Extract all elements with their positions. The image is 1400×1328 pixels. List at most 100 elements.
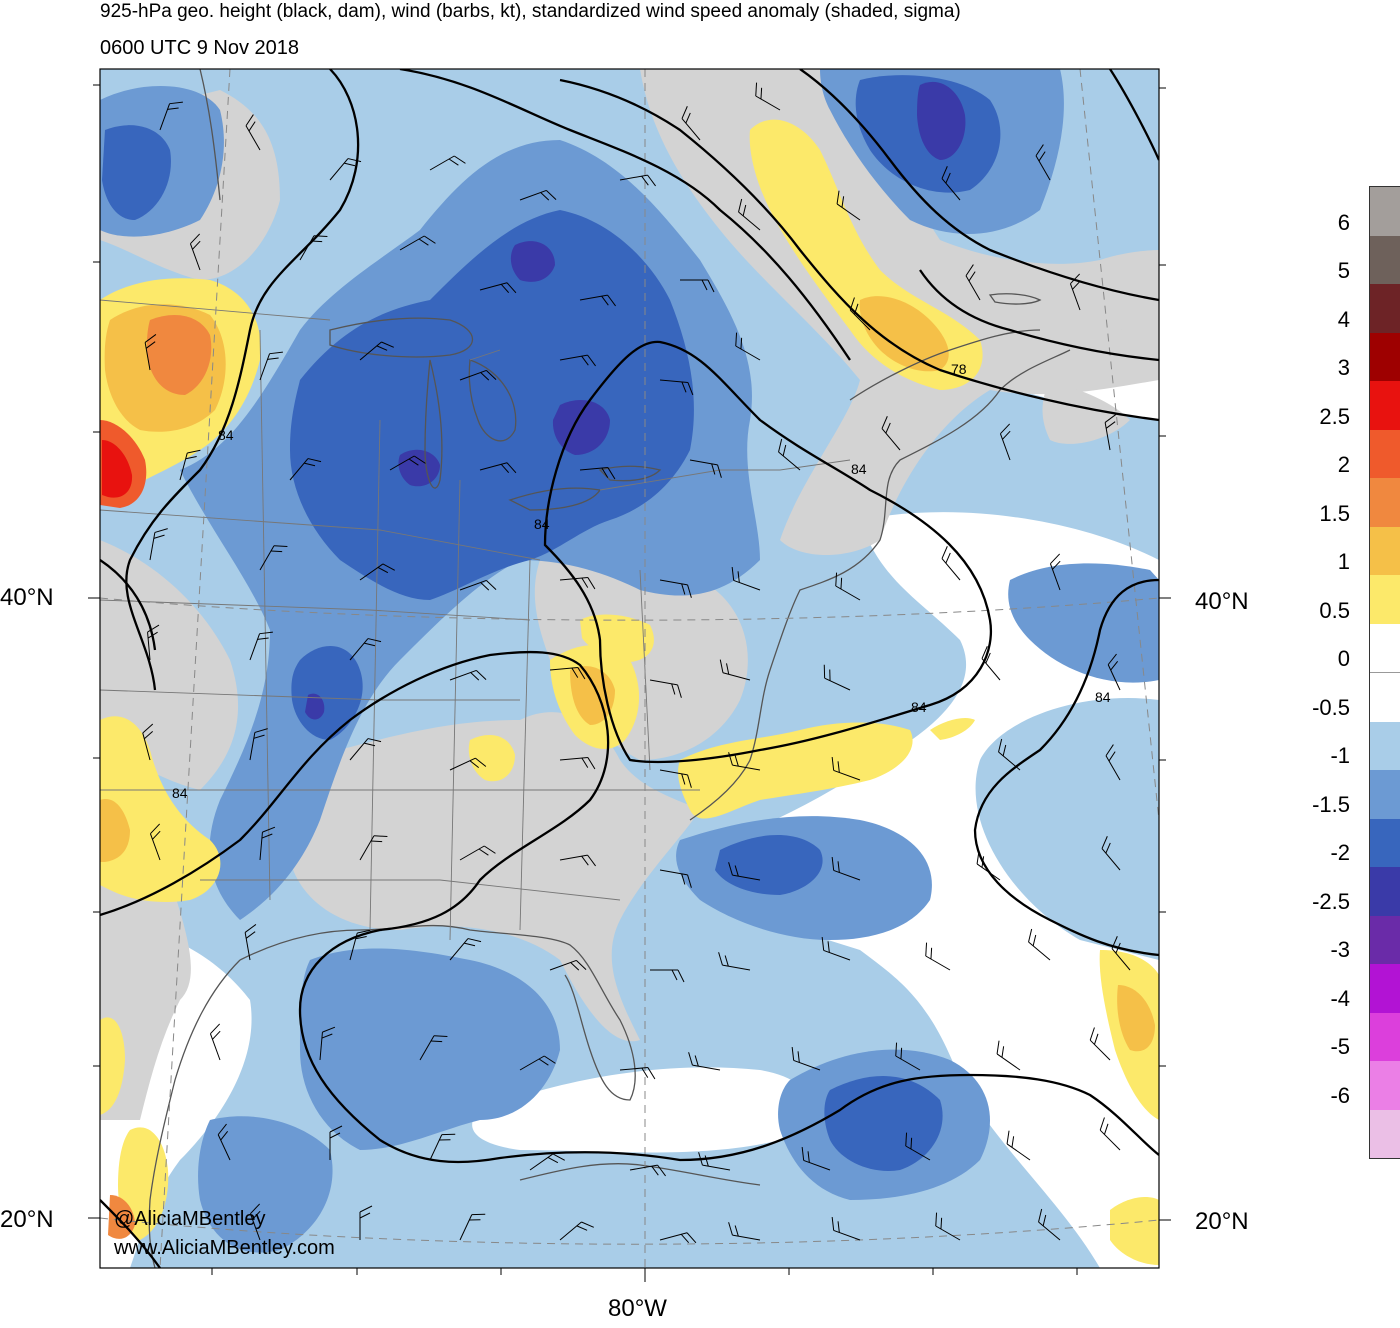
lat-label-40n-left: 40°N xyxy=(0,584,54,611)
colorbar-swatch xyxy=(1370,575,1400,624)
wind-barb xyxy=(519,1055,556,1071)
wind-barb xyxy=(519,189,557,201)
wind-barb xyxy=(549,959,587,971)
colorbar-label: -2.5 xyxy=(1312,888,1350,914)
contour-84-ridge xyxy=(399,69,851,361)
wind-barb xyxy=(1089,1027,1111,1061)
tick-marks xyxy=(88,84,1171,1282)
wind-barb xyxy=(629,1164,666,1177)
coastline-gulf xyxy=(239,924,636,1101)
colorbar-label: 3 xyxy=(1337,355,1350,380)
wind-barb xyxy=(1035,144,1051,181)
wind-barb xyxy=(549,667,586,680)
wind-barb xyxy=(689,459,722,478)
land-southeast xyxy=(284,712,700,1042)
contour-south xyxy=(100,1199,161,1268)
colorbar-label: -1 xyxy=(1330,743,1350,768)
border-north-south-1 xyxy=(259,329,271,901)
wind-barb xyxy=(659,1232,697,1244)
wind-barb xyxy=(429,155,466,171)
wind-barb xyxy=(976,850,1001,881)
wind-barb xyxy=(895,1042,921,1071)
wind-barb xyxy=(329,158,362,181)
wind-barb xyxy=(728,1222,761,1241)
wind-barb xyxy=(179,449,201,481)
contour-78-outer xyxy=(919,269,1159,362)
wind-barb xyxy=(649,679,682,698)
anomaly-pos05-tennessee xyxy=(468,735,515,782)
wind-barb xyxy=(935,1212,961,1241)
wind-barb xyxy=(735,332,761,361)
wind-barb xyxy=(659,379,694,396)
wind-barb xyxy=(1105,744,1121,781)
contour-ne-corner xyxy=(1109,69,1159,161)
colorbar-label: -1.5 xyxy=(1312,791,1350,817)
contour-label: 84 xyxy=(911,699,927,715)
land-nova-scotia xyxy=(1042,380,1130,444)
chart-title: 925-hPa geo. height (black, dam), wind (… xyxy=(100,1,961,22)
map-frame xyxy=(99,68,1160,1269)
contour-label-group: 84 84 84 84 84 84 78 xyxy=(172,361,1111,801)
wind-barb xyxy=(659,769,692,788)
wind-barb xyxy=(147,624,160,661)
anomaly-neg10-south xyxy=(198,1116,333,1253)
wind-barb xyxy=(579,467,616,480)
wind-barb xyxy=(449,757,487,771)
wind-barb xyxy=(659,869,692,888)
contour-label: 78 xyxy=(951,361,967,377)
wind-barb xyxy=(718,952,751,971)
wind-barb xyxy=(659,579,692,598)
wind-barb xyxy=(849,297,871,331)
wind-barb xyxy=(1049,553,1061,591)
wind-barb xyxy=(529,1153,565,1171)
wind-barb xyxy=(755,82,781,111)
lat-label-20n-right: 20°N xyxy=(1195,1208,1249,1235)
wind-barb xyxy=(831,857,861,881)
colorbar-swatch xyxy=(1370,332,1400,381)
colorbar-swatch xyxy=(1370,284,1400,333)
wind-barb xyxy=(559,354,596,367)
colorbar-label: -5 xyxy=(1330,1034,1350,1059)
great-lakes-michigan xyxy=(424,359,443,489)
wind-barb xyxy=(831,757,861,781)
wind-barb xyxy=(149,528,168,561)
great-lakes-huron xyxy=(468,359,517,442)
state-borders xyxy=(100,299,851,941)
anomaly-neg15-greatlakes xyxy=(290,210,694,600)
neutral-region-caribbean xyxy=(472,1067,813,1153)
border-north-south-5 xyxy=(639,569,651,771)
map-field: 84 84 84 84 84 84 78 xyxy=(100,69,1159,1268)
wind-barb xyxy=(479,462,517,474)
wind-barb xyxy=(835,572,861,601)
colorbar-label: -6 xyxy=(1330,1082,1350,1108)
credit-website: www.AliciaMBentley.com xyxy=(114,1237,335,1259)
graticule-100w xyxy=(159,69,231,1268)
graticule-20n xyxy=(100,1217,1159,1245)
wind-barb xyxy=(881,416,901,451)
wind-barb xyxy=(144,334,157,371)
colorbar xyxy=(1369,186,1400,1159)
wind-barb xyxy=(688,1052,721,1071)
colorbar-swatch xyxy=(1370,673,1400,722)
coastline-hudson xyxy=(199,69,221,201)
coastline-east xyxy=(689,349,1071,821)
anomaly-pos15-northwest xyxy=(146,315,212,395)
wind-barb xyxy=(1069,273,1081,311)
wind-barb xyxy=(459,845,496,861)
wind-barb xyxy=(349,638,382,661)
colorbar-label: -3 xyxy=(1330,937,1350,962)
wind-barb xyxy=(836,190,861,221)
wind-barb xyxy=(359,1205,373,1240)
wind-barb xyxy=(823,664,851,691)
wind-barb xyxy=(1111,936,1131,971)
wind-barb xyxy=(998,738,1021,771)
wind-barb xyxy=(259,826,276,861)
colorbar-swatch xyxy=(1370,429,1400,478)
graticule-40n xyxy=(100,597,1159,621)
lon-label-80w: 80°W xyxy=(608,1295,667,1322)
wind-barb xyxy=(791,1047,821,1071)
wind-barbs xyxy=(142,82,1131,1244)
wind-barb xyxy=(731,567,761,591)
contour-84-southeast xyxy=(100,650,1159,1164)
